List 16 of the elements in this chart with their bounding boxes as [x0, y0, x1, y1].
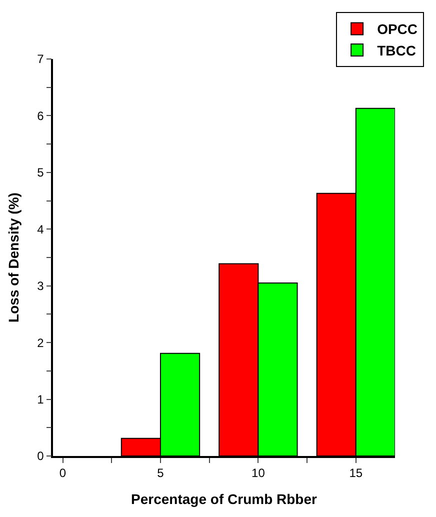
y-tick-label: 2	[37, 336, 44, 350]
y-tick-label: 1	[37, 392, 44, 406]
legend-label: TBCC	[377, 42, 416, 58]
legend-label: OPCC	[377, 21, 418, 38]
x-tick-label: 10	[252, 466, 266, 480]
y-tick-label: 3	[37, 279, 44, 294]
y-tick-label: 7	[37, 52, 44, 66]
y-tick-label: 6	[37, 108, 44, 123]
x-tick-label: 5	[157, 466, 164, 480]
x-axis-title: Percentage of Crumb Rbber	[131, 490, 318, 507]
y-axis-title: Loss of Density (%)	[5, 192, 22, 322]
x-tick-label: 15	[349, 466, 363, 480]
y-tick-label: 4	[37, 222, 44, 236]
x-tick-label: 0	[59, 466, 66, 480]
y-tick-label: 0	[37, 449, 44, 464]
y-tick-label: 5	[37, 166, 44, 180]
